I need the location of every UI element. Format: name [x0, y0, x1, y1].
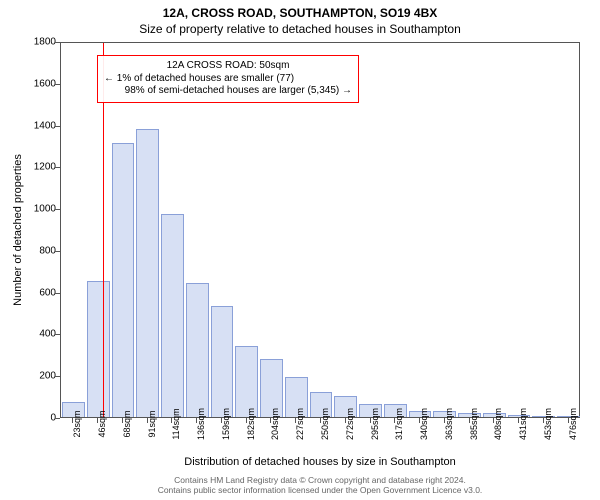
x-tick-mark — [493, 418, 494, 423]
y-tick-label: 1400 — [16, 120, 56, 131]
y-tick-mark — [55, 209, 60, 210]
annotation-line2: ← 1% of detached houses are smaller (77) — [104, 73, 352, 86]
x-tick-mark — [444, 418, 445, 423]
chart-title-line1: 12A, CROSS ROAD, SOUTHAMPTON, SO19 4BX — [0, 6, 600, 20]
plot-area: 12A CROSS ROAD: 50sqm ← 1% of detached h… — [60, 42, 580, 418]
x-tick-mark — [221, 418, 222, 423]
x-tick-label: 182sqm — [246, 408, 256, 440]
histogram-bar — [161, 214, 184, 417]
y-tick-label: 1600 — [16, 78, 56, 89]
histogram-bar — [235, 346, 258, 417]
histogram-bar — [211, 306, 234, 417]
y-tick-mark — [55, 42, 60, 43]
x-tick-label: 136sqm — [196, 408, 206, 440]
x-tick-mark — [568, 418, 569, 423]
y-tick-label: 600 — [16, 287, 56, 298]
y-tick-label: 800 — [16, 245, 56, 256]
x-tick-mark — [122, 418, 123, 423]
x-tick-mark — [320, 418, 321, 423]
x-tick-label: 363sqm — [444, 408, 454, 440]
y-tick-label: 1800 — [16, 37, 56, 48]
x-tick-label: 68sqm — [122, 410, 132, 437]
annotation-box: 12A CROSS ROAD: 50sqm ← 1% of detached h… — [97, 55, 359, 103]
x-tick-mark — [370, 418, 371, 423]
x-tick-mark — [543, 418, 544, 423]
histogram-bar — [186, 283, 209, 417]
x-tick-mark — [295, 418, 296, 423]
x-axis-label: Distribution of detached houses by size … — [60, 456, 580, 468]
x-tick-mark — [171, 418, 172, 423]
annotation-line3: 98% of semi-detached houses are larger (… — [104, 85, 352, 98]
y-tick-label: 1200 — [16, 162, 56, 173]
x-tick-label: 159sqm — [221, 408, 231, 440]
x-tick-mark — [72, 418, 73, 423]
attribution-text: Contains HM Land Registry data © Crown c… — [60, 476, 580, 496]
histogram-bar — [87, 281, 110, 417]
y-tick-mark — [55, 126, 60, 127]
x-tick-mark — [270, 418, 271, 423]
y-tick-mark — [55, 334, 60, 335]
x-tick-mark — [246, 418, 247, 423]
y-tick-mark — [55, 251, 60, 252]
x-tick-label: 114sqm — [171, 408, 181, 439]
y-tick-mark — [55, 293, 60, 294]
y-tick-label: 0 — [16, 413, 56, 424]
x-tick-label: 295sqm — [370, 408, 380, 440]
x-tick-mark — [469, 418, 470, 423]
x-tick-label: 272sqm — [345, 408, 355, 440]
x-tick-label: 385sqm — [469, 408, 479, 440]
x-tick-mark — [345, 418, 346, 423]
histogram-bar — [136, 129, 159, 417]
x-tick-mark — [196, 418, 197, 423]
x-tick-label: 408sqm — [493, 408, 503, 440]
x-tick-mark — [518, 418, 519, 423]
x-tick-label: 317sqm — [394, 408, 404, 440]
x-tick-mark — [97, 418, 98, 423]
x-tick-label: 250sqm — [320, 408, 330, 440]
x-tick-label: 91sqm — [147, 410, 157, 437]
x-tick-label: 204sqm — [270, 408, 280, 440]
x-tick-label: 453sqm — [543, 408, 553, 440]
x-tick-mark — [394, 418, 395, 423]
y-tick-label: 200 — [16, 371, 56, 382]
x-tick-label: 46sqm — [97, 410, 107, 437]
x-tick-label: 340sqm — [419, 408, 429, 440]
annotation-line1: 12A CROSS ROAD: 50sqm — [104, 60, 352, 73]
y-tick-label: 1000 — [16, 204, 56, 215]
x-tick-mark — [147, 418, 148, 423]
y-tick-mark — [55, 376, 60, 377]
x-tick-label: 227sqm — [295, 408, 305, 440]
y-tick-mark — [55, 84, 60, 85]
x-tick-mark — [419, 418, 420, 423]
y-tick-label: 400 — [16, 329, 56, 340]
x-tick-label: 431sqm — [518, 408, 528, 440]
histogram-bar — [112, 143, 135, 417]
x-tick-label: 476sqm — [568, 408, 578, 440]
x-tick-label: 23sqm — [72, 410, 82, 437]
chart-title-line2: Size of property relative to detached ho… — [0, 22, 600, 36]
y-tick-mark — [55, 167, 60, 168]
y-tick-mark — [55, 418, 60, 419]
